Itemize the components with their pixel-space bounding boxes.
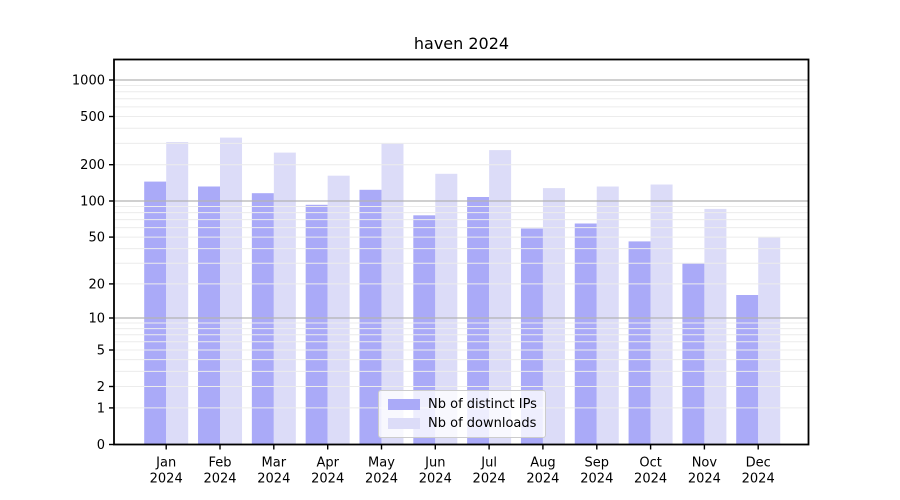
- y-tick-label: 5: [97, 344, 105, 359]
- x-tick-label-month: Jan: [155, 456, 176, 471]
- x-tick-label-year: 2024: [526, 472, 559, 487]
- x-tick-label-year: 2024: [257, 472, 290, 487]
- y-tick-label: 1: [97, 401, 105, 416]
- bar-nb-of-distinct-ips-jun: [413, 215, 436, 445]
- y-tick-label: 500: [80, 110, 105, 125]
- bar-nb-of-downloads-aug: [542, 188, 565, 445]
- x-tick-label-year: 2024: [365, 472, 398, 487]
- x-tick-label-year: 2024: [742, 472, 775, 487]
- legend-label-distinct-ips: Nb of distinct IPs: [428, 397, 537, 412]
- bar-nb-of-downloads-nov: [704, 208, 727, 445]
- bar-nb-of-downloads-dec: [758, 237, 781, 445]
- x-tick-label-year: 2024: [580, 472, 613, 487]
- bar-nb-of-distinct-ips-nov: [682, 263, 705, 445]
- bar-nb-of-downloads-feb: [220, 137, 243, 445]
- bar-nb-of-downloads-may: [381, 143, 404, 445]
- bar-nb-of-distinct-ips-dec: [736, 295, 759, 445]
- legend: Nb of distinct IPs Nb of downloads: [378, 390, 546, 438]
- bar-nb-of-distinct-ips-jan: [144, 181, 167, 445]
- x-tick-label-month: Jul: [480, 456, 497, 471]
- bar-nb-of-downloads-mar: [273, 152, 296, 445]
- bar-nb-of-distinct-ips-sep: [574, 223, 597, 445]
- axes-border: [113, 58, 810, 446]
- legend-swatch-distinct-ips: [388, 399, 420, 410]
- x-tick-label-year: 2024: [634, 472, 667, 487]
- x-tick-label-month: Sep: [585, 456, 610, 471]
- x-tick-label-month: Jun: [424, 456, 445, 471]
- x-tick-label-month: Nov: [692, 456, 718, 471]
- bar-nb-of-downloads-jan: [166, 142, 189, 445]
- y-tick-label: 100: [80, 195, 105, 210]
- y-tick-label: 2: [97, 380, 105, 395]
- y-tick-label: 10: [88, 312, 105, 327]
- x-tick-label-year: 2024: [203, 472, 236, 487]
- x-tick-label-year: 2024: [688, 472, 721, 487]
- x-tick-label-year: 2024: [150, 472, 183, 487]
- x-tick-label-month: Feb: [208, 456, 231, 471]
- legend-label-downloads: Nb of downloads: [428, 416, 537, 431]
- y-tick-label: 0: [97, 438, 105, 453]
- x-tick-label-month: Dec: [746, 456, 771, 471]
- bar-nb-of-distinct-ips-feb: [198, 186, 221, 445]
- bar-nb-of-downloads-oct: [650, 184, 673, 445]
- bar-nb-of-distinct-ips-mar: [251, 193, 274, 445]
- bar-nb-of-distinct-ips-apr: [305, 204, 328, 445]
- y-tick-label: 1000: [72, 74, 105, 89]
- legend-item-distinct-ips: Nb of distinct IPs: [388, 397, 545, 412]
- x-tick-label-year: 2024: [419, 472, 452, 487]
- chart-title: haven 2024: [413, 34, 510, 53]
- x-tick-label-year: 2024: [311, 472, 344, 487]
- bar-nb-of-distinct-ips-may: [359, 189, 382, 445]
- x-tick-label-month: Apr: [316, 456, 339, 471]
- x-tick-label-month: Aug: [530, 456, 555, 471]
- bar-nb-of-downloads-sep: [596, 186, 619, 445]
- x-tick-label-month: Oct: [639, 456, 661, 471]
- x-tick-label-year: 2024: [473, 472, 506, 487]
- y-tick-label: 50: [88, 231, 105, 246]
- bar-nb-of-distinct-ips-jul: [467, 197, 490, 445]
- x-tick-label-month: Mar: [262, 456, 287, 471]
- y-tick-label: 20: [88, 277, 105, 292]
- legend-swatch-downloads: [388, 418, 420, 429]
- bar-nb-of-distinct-ips-oct: [628, 241, 651, 445]
- y-tick-label: 200: [80, 158, 105, 173]
- legend-item-downloads: Nb of downloads: [388, 416, 545, 431]
- bar-nb-of-downloads-apr: [327, 175, 350, 445]
- x-tick-label-month: May: [368, 456, 395, 471]
- bar-nb-of-downloads-jun: [435, 173, 458, 445]
